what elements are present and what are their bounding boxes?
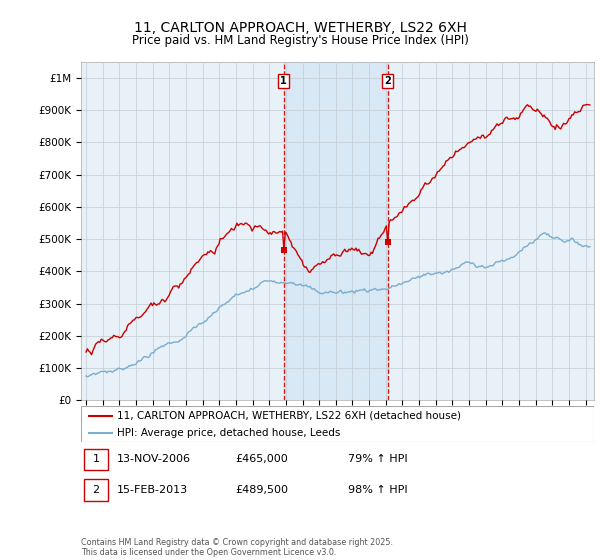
Text: 2: 2 [92, 485, 100, 495]
Bar [284, 62, 388, 400]
Text: 11, CARLTON APPROACH, WETHERBY, LS22 6XH: 11, CARLTON APPROACH, WETHERBY, LS22 6XH [134, 21, 466, 35]
Bar [83, 449, 108, 470]
Text: 79% ↑ HPI: 79% ↑ HPI [348, 454, 407, 464]
Text: Contains HM Land Registry data © Crown copyright and database right 2025.
This d: Contains HM Land Registry data © Crown c… [81, 538, 393, 557]
Text: 1: 1 [92, 454, 100, 464]
Bar [83, 479, 108, 501]
Text: 15-FEB-2013: 15-FEB-2013 [117, 485, 188, 495]
Text: 98% ↑ HPI: 98% ↑ HPI [348, 485, 407, 495]
Text: 2: 2 [385, 76, 391, 86]
Text: HPI: Average price, detached house, Leeds: HPI: Average price, detached house, Leed… [117, 428, 340, 437]
Text: 13-NOV-2006: 13-NOV-2006 [117, 454, 191, 464]
Text: 1: 1 [280, 76, 287, 86]
Text: £465,000: £465,000 [235, 454, 287, 464]
Text: Price paid vs. HM Land Registry's House Price Index (HPI): Price paid vs. HM Land Registry's House … [131, 34, 469, 46]
Text: £489,500: £489,500 [235, 485, 288, 495]
Text: 11, CARLTON APPROACH, WETHERBY, LS22 6XH (detached house): 11, CARLTON APPROACH, WETHERBY, LS22 6XH… [117, 411, 461, 421]
